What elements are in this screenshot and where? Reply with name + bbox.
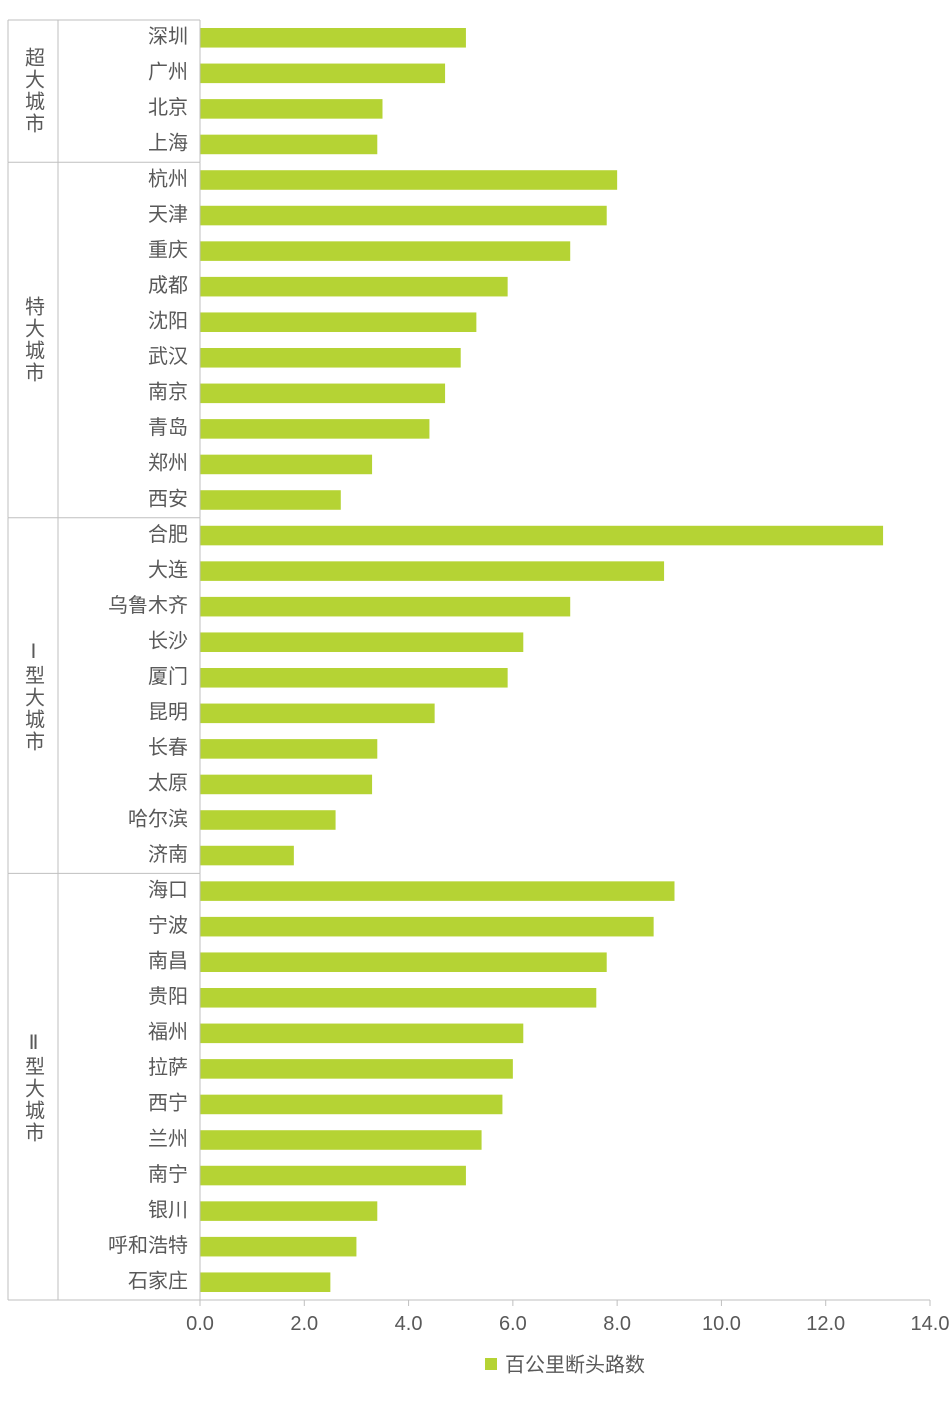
bar	[200, 135, 377, 155]
x-tick-label: 12.0	[806, 1313, 845, 1335]
bar	[200, 1237, 356, 1257]
bar	[200, 561, 664, 581]
bar	[200, 348, 461, 368]
city-label: 银川	[148, 1198, 188, 1221]
city-label: 长沙	[148, 630, 188, 653]
city-label: 长春	[148, 736, 188, 759]
city-label: 昆明	[148, 702, 188, 724]
bar	[200, 312, 476, 332]
city-label: 上海	[148, 132, 188, 155]
x-tick-label: 10.0	[702, 1313, 741, 1335]
x-tick-label: 4.0	[395, 1313, 423, 1335]
bar	[200, 1166, 466, 1186]
bar	[200, 917, 654, 937]
bar	[200, 1024, 523, 1044]
bar	[200, 632, 523, 652]
legend-label: 百公里断头路数	[505, 1353, 645, 1376]
bar	[200, 1201, 377, 1221]
city-label: 郑州	[148, 452, 188, 475]
city-label: 重庆	[148, 238, 188, 261]
bar	[200, 241, 570, 261]
city-label: 杭州	[148, 167, 188, 190]
x-tick-label: 0.0	[186, 1313, 214, 1335]
city-label: 天津	[148, 203, 188, 226]
city-label: 青岛	[148, 416, 188, 439]
city-label: 厦门	[148, 665, 188, 688]
bar	[200, 881, 675, 901]
city-label: 宁波	[148, 914, 188, 937]
bar	[200, 526, 883, 546]
bar	[200, 28, 466, 48]
city-label: 沈阳	[148, 310, 188, 333]
city-label: 大连	[148, 558, 188, 581]
bar	[200, 1130, 482, 1150]
city-label: 太原	[148, 772, 188, 795]
bar	[200, 455, 372, 475]
city-label: 济南	[148, 843, 188, 866]
city-label: 呼和浩特	[108, 1234, 188, 1257]
city-label: 拉萨	[148, 1056, 188, 1079]
legend-swatch	[485, 1358, 497, 1370]
bar	[200, 597, 570, 617]
bar	[200, 810, 336, 830]
bar	[200, 1272, 330, 1292]
bar	[200, 99, 383, 119]
city-label: 兰州	[148, 1127, 188, 1150]
chart-container: 0.0 2.0 4.0 6.0 8.0 10.0 12.0 14.0 深圳广州北京上海杭州天津重…	[0, 0, 952, 1406]
x-tick-label: 8.0	[603, 1313, 631, 1335]
bar	[200, 668, 508, 688]
group-label: 超大城市	[8, 20, 58, 162]
city-label: 哈尔滨	[128, 807, 188, 830]
group-label: Ⅱ型大城市	[8, 873, 58, 1300]
bar	[200, 170, 617, 190]
city-label: 南京	[148, 381, 188, 404]
bar	[200, 1095, 502, 1115]
bar	[200, 64, 445, 84]
city-label: 成都	[148, 274, 188, 297]
bar	[200, 277, 508, 297]
group-label: Ⅰ型大城市	[8, 518, 58, 874]
bar	[200, 739, 377, 759]
bar	[200, 206, 607, 226]
city-label: 南昌	[148, 950, 188, 973]
city-label: 福州	[148, 1021, 188, 1044]
city-label: 北京	[148, 96, 188, 119]
city-label: 广州	[148, 61, 188, 84]
city-label: 深圳	[148, 25, 188, 48]
city-label: 武汉	[148, 345, 188, 368]
city-label: 乌鲁木齐	[108, 594, 188, 617]
city-label: 贵阳	[148, 985, 188, 1008]
group-label: 特大城市	[8, 162, 58, 518]
city-label: 海口	[148, 878, 188, 901]
city-label: 西宁	[148, 1092, 188, 1115]
city-label: 西安	[148, 487, 188, 510]
city-label: 南宁	[148, 1163, 188, 1186]
bar	[200, 704, 435, 724]
city-label: 石家庄	[128, 1270, 188, 1293]
bar	[200, 952, 607, 972]
x-tick-label: 14.0	[911, 1313, 950, 1335]
x-tick-label: 2.0	[290, 1313, 318, 1335]
bar	[200, 490, 341, 510]
bar	[200, 988, 596, 1008]
bar	[200, 384, 445, 404]
x-tick-label: 6.0	[499, 1313, 527, 1335]
bar	[200, 846, 294, 866]
bar	[200, 1059, 513, 1079]
chart-svg: 0.0 2.0 4.0 6.0 8.0 10.0 12.0 14.0 深圳广州北京上海杭州天津重…	[0, 0, 952, 1406]
city-label: 合肥	[148, 523, 188, 546]
bar	[200, 419, 429, 439]
bar	[200, 775, 372, 795]
